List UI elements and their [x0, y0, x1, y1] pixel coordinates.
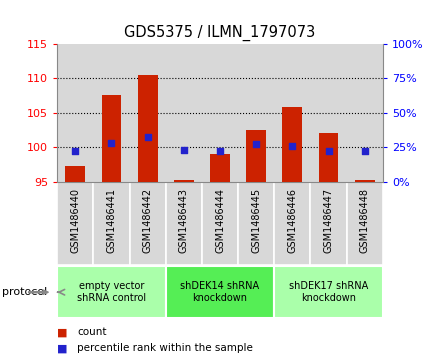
Bar [238, 44, 274, 182]
Text: empty vector
shRNA control: empty vector shRNA control [77, 281, 146, 303]
Text: ■: ■ [57, 327, 68, 337]
Point [180, 147, 187, 153]
Bar [202, 44, 238, 182]
Bar [238, 182, 274, 265]
Bar [274, 44, 311, 182]
Bar [347, 182, 383, 265]
Title: GDS5375 / ILMN_1797073: GDS5375 / ILMN_1797073 [125, 25, 315, 41]
Point [253, 141, 260, 147]
Point [72, 148, 79, 154]
Bar [166, 182, 202, 265]
Bar [166, 44, 202, 182]
Text: GSM1486442: GSM1486442 [143, 188, 153, 253]
Bar [66, 166, 85, 182]
Bar [210, 154, 230, 182]
Bar [174, 180, 194, 182]
Text: GSM1486443: GSM1486443 [179, 188, 189, 253]
Bar [347, 44, 383, 182]
Bar [274, 182, 311, 265]
Text: count: count [77, 327, 106, 337]
Text: GSM1486447: GSM1486447 [323, 188, 334, 253]
Bar [274, 266, 383, 318]
Text: GSM1486448: GSM1486448 [360, 188, 370, 253]
Text: GSM1486440: GSM1486440 [70, 188, 80, 253]
Bar [319, 133, 338, 182]
Bar [129, 44, 166, 182]
Bar [355, 180, 375, 182]
Bar [311, 182, 347, 265]
Bar [129, 182, 166, 265]
Point [108, 140, 115, 146]
Point [216, 148, 224, 154]
Text: GSM1486446: GSM1486446 [287, 188, 297, 253]
Text: protocol: protocol [2, 287, 48, 297]
Bar [93, 44, 129, 182]
Text: GSM1486444: GSM1486444 [215, 188, 225, 253]
Point [289, 143, 296, 148]
Bar [57, 182, 93, 265]
Bar [57, 266, 166, 318]
Text: shDEK14 shRNA
knockdown: shDEK14 shRNA knockdown [180, 281, 260, 303]
Bar [282, 107, 302, 182]
Point [361, 148, 368, 154]
Text: shDEK17 shRNA
knockdown: shDEK17 shRNA knockdown [289, 281, 368, 303]
Bar [166, 266, 274, 318]
Text: GSM1486441: GSM1486441 [106, 188, 117, 253]
Text: GSM1486445: GSM1486445 [251, 188, 261, 253]
Bar [93, 182, 129, 265]
Bar [138, 74, 158, 182]
Point [325, 148, 332, 154]
Text: percentile rank within the sample: percentile rank within the sample [77, 343, 253, 354]
Point [144, 134, 151, 140]
Bar [311, 44, 347, 182]
Bar [57, 44, 93, 182]
Text: ■: ■ [57, 343, 68, 354]
Bar [246, 130, 266, 182]
Bar [102, 95, 121, 182]
Bar [202, 182, 238, 265]
